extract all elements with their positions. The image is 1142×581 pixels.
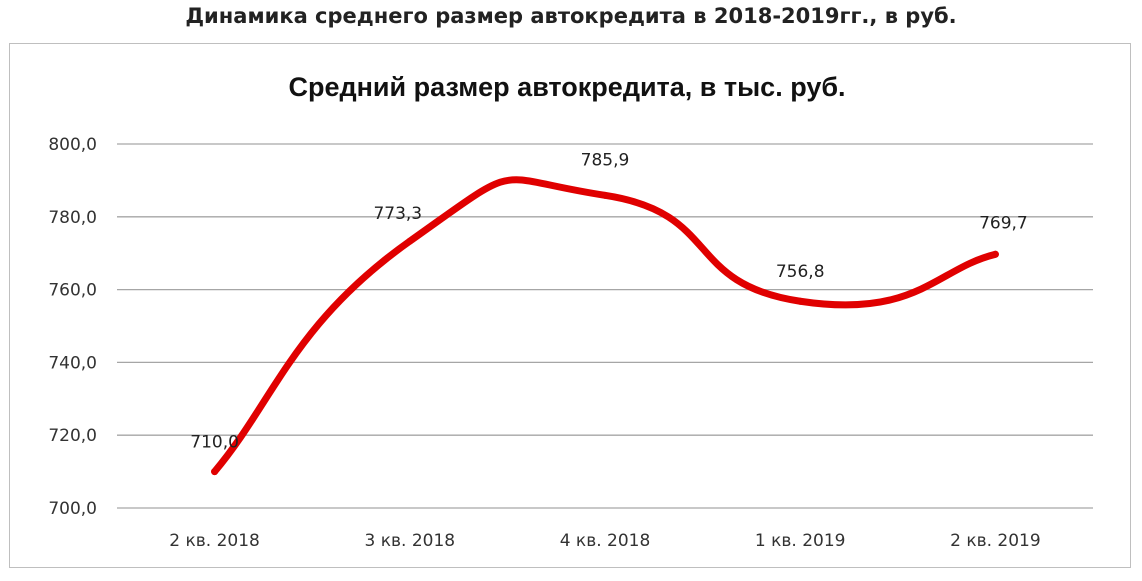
x-tick-label: 1 кв. 2019 (755, 531, 846, 551)
y-axis: 700,0 720,0 740,0 760,0 780,0 800,0 (48, 135, 97, 519)
x-tick-label: 3 кв. 2018 (365, 531, 456, 551)
y-tick-label: 720,0 (48, 426, 97, 446)
data-point (601, 191, 609, 199)
x-tick-label: 2 кв. 2018 (169, 531, 260, 551)
data-point (406, 237, 414, 245)
data-point (211, 468, 219, 476)
x-axis: 2 кв. 2018 3 кв. 2018 4 кв. 2018 1 кв. 2019… (169, 531, 1040, 551)
data-label: 710,0 (190, 433, 239, 453)
grid-lines (117, 143, 1093, 509)
data-label: 785,9 (581, 150, 630, 170)
data-label: 773,3 (373, 204, 422, 224)
data-point (991, 250, 999, 258)
series-line (211, 176, 999, 476)
chart-title: Средний размер автокредита, в тыс. руб. (288, 72, 845, 102)
data-point (796, 297, 804, 305)
chart-frame (9, 43, 1131, 568)
series-layer (211, 176, 999, 476)
x-tick-label: 2 кв. 2019 (950, 531, 1041, 551)
y-tick-label: 700,0 (48, 499, 97, 519)
y-tick-label: 800,0 (48, 135, 97, 155)
data-labels: 710,0 773,3 785,9 756,8 769,7 (190, 150, 1027, 452)
y-tick-label: 740,0 (48, 353, 97, 373)
y-tick-label: 760,0 (48, 281, 97, 301)
page-title: Динамика среднего размер автокредита в 2… (185, 4, 957, 28)
x-tick-label: 4 кв. 2018 (560, 531, 651, 551)
data-label: 756,8 (776, 262, 825, 282)
y-tick-label: 780,0 (48, 208, 97, 228)
data-label: 769,7 (979, 213, 1028, 233)
